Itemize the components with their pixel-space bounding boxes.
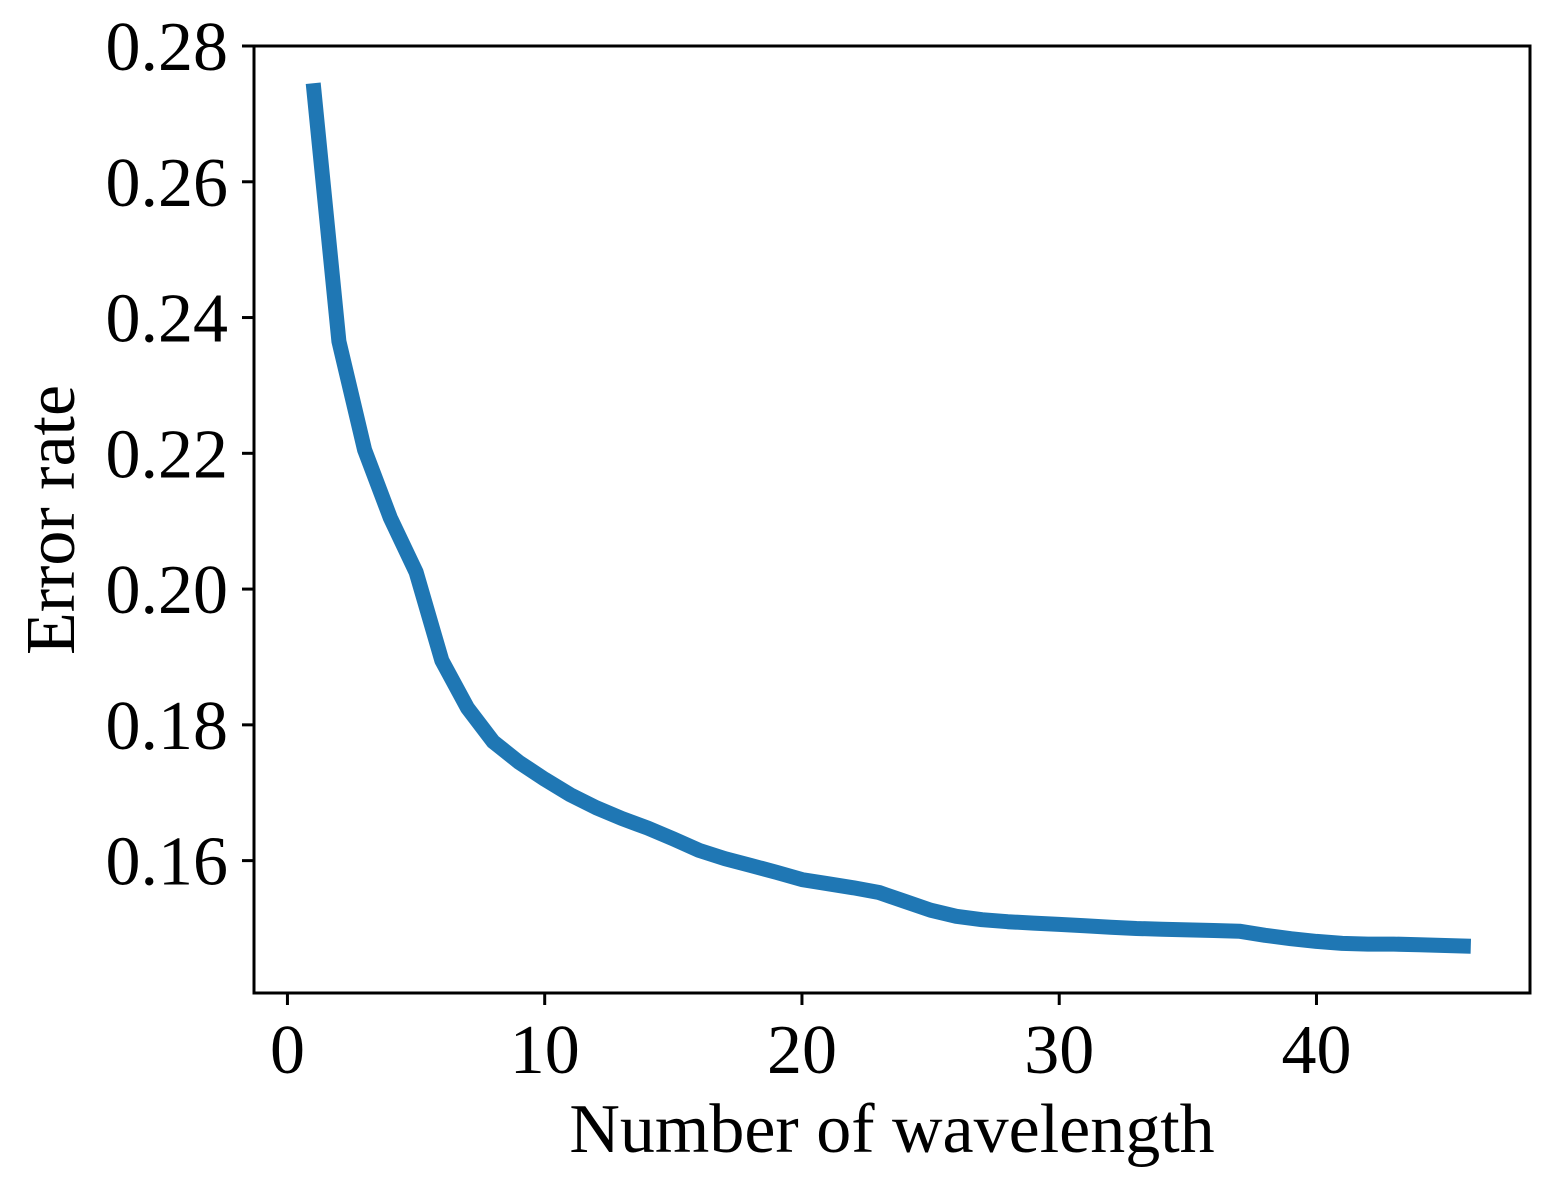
series-line-0 — [305, 82, 1472, 954]
y-tick-label: 0.20 — [106, 552, 229, 629]
y-tick-label: 0.24 — [106, 281, 229, 358]
axes-frame — [252, 44, 1532, 995]
y-tick-label: 0.26 — [106, 145, 229, 222]
x-tick-label: 10 — [510, 1012, 580, 1089]
x-axis-title: Number of wavelength — [569, 1091, 1214, 1168]
y-tick-label: 0.16 — [106, 824, 229, 901]
y-axis: 0.16 0.18 0.20 0.22 0.24 0.26 0.28 — [106, 9, 254, 901]
x-axis: 0 10 20 30 40 — [270, 993, 1351, 1089]
x-tick-label: 20 — [767, 1012, 837, 1089]
y-axis-title: Error rate — [13, 385, 90, 655]
y-tick-label: 0.22 — [106, 416, 229, 493]
y-tick-label: 0.18 — [106, 688, 229, 765]
plot-area — [305, 82, 1472, 954]
x-tick-label: 0 — [270, 1012, 305, 1089]
y-tick-label: 0.28 — [106, 9, 229, 86]
x-tick-label: 30 — [1024, 1012, 1094, 1089]
x-tick-label: 40 — [1281, 1012, 1351, 1089]
